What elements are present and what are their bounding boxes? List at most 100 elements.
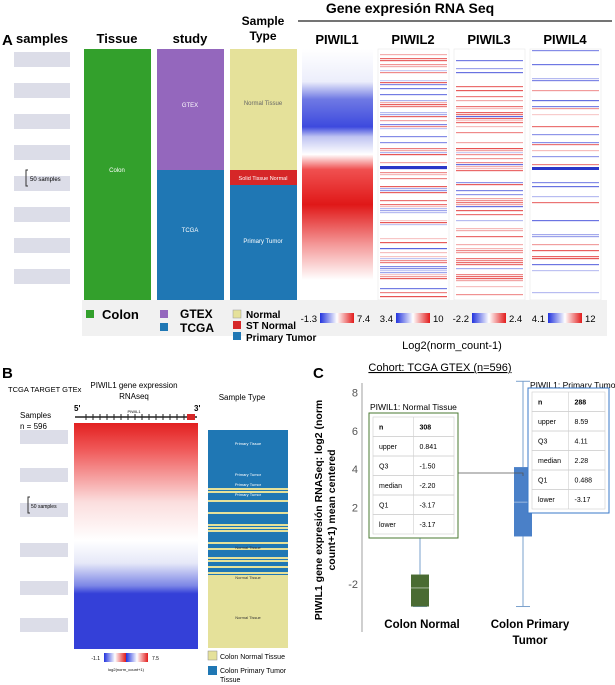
piwil2-stripe: [380, 94, 447, 96]
piwil4-stripe: [532, 270, 599, 272]
heat-title-2: RNAseq: [119, 392, 149, 401]
b-sample-block: [20, 581, 68, 595]
piwil2-stripe: [380, 60, 447, 62]
legend-label-gtex: GTEX: [180, 307, 213, 321]
cohort-title: Cohort: TCGA GTEX (n=596): [368, 362, 511, 374]
piwil4-stripe: [532, 264, 599, 266]
piwil4-stripe: [532, 144, 599, 146]
type-bar-solid-label: Solid Tissue Normal: [239, 176, 288, 182]
piwil3-stripe: [456, 230, 523, 232]
primary-table-cell-label: Q1: [538, 478, 547, 485]
piwil3-stripe: [456, 244, 523, 246]
piwil3-stripe: [456, 120, 523, 122]
piwil2-stripe: [380, 64, 447, 66]
legend-swatch-primary: [233, 332, 241, 340]
b-type-stripe: [208, 542, 288, 544]
piwil2-stripe: [380, 54, 447, 56]
primary-table-cell-label: upper: [538, 419, 557, 426]
y-tick-label: 4: [352, 464, 358, 476]
b-type-stripe: [208, 575, 288, 648]
piwil4-stripe: [532, 196, 599, 198]
piwil4-stripe: [532, 126, 599, 128]
b-type-stripes: [208, 488, 288, 648]
legend-swatch-colon: [86, 310, 94, 318]
piwil2-stripe: [380, 212, 447, 214]
primary-table-cell-value: 2.28: [575, 458, 589, 465]
piwil3-stripe: [456, 262, 523, 264]
normal-table-cell-value: 308: [420, 425, 432, 432]
piwil3-stripe: [456, 148, 523, 150]
scale-max-piwil3: 2.4: [509, 314, 522, 325]
b-type-labels: Primary Tissue Primary Tumor Primary Tumor…: [235, 441, 262, 620]
piwil4-stripe: [532, 250, 599, 252]
b-sample-bracket-label: 50 samples: [31, 504, 57, 510]
piwil2-stripe: [380, 272, 447, 274]
piwil3-stripe: [456, 202, 523, 204]
b-sample-block: [20, 468, 68, 482]
col-header-samples: samples: [16, 31, 68, 46]
b-type-stripe: [208, 512, 288, 514]
panel-a: A Gene expresión RNA Seq samples Tissue …: [2, 0, 612, 352]
piwil3-stripe: [456, 264, 523, 266]
piwil3-stripe: [456, 204, 523, 206]
study-bar-gtex-label: GTEX: [182, 103, 198, 109]
b-type-label: Primary Tissue: [235, 441, 262, 446]
type-bar-normal: [230, 49, 297, 170]
piwil3-stripe: [456, 184, 523, 186]
piwil2-stripe: [380, 224, 447, 226]
b-legend-swatch-normal: [207, 650, 218, 661]
piwil2-stripe: [380, 278, 447, 280]
y-tick-label: 2: [352, 503, 358, 515]
piwil3-stripe: [456, 118, 523, 120]
primary-table-cell-label: lower: [538, 497, 555, 504]
gene-headers: PIWIL1 PIWIL2 PIWIL3 PIWIL4: [315, 32, 587, 47]
piwil2-stripe: [380, 148, 447, 150]
piwil2-stripe: [380, 296, 447, 298]
primary-table-cell-value: 0.488: [575, 478, 593, 485]
legend-swatch-normal: [232, 309, 242, 319]
piwil2-stripe: [380, 260, 447, 262]
legend-label-colon: Colon: [102, 307, 139, 322]
n-label: n = 596: [20, 422, 47, 431]
piwil3-stripe: [456, 236, 523, 238]
b-heatmap-piwil1: [74, 423, 198, 649]
type-bar-normal-label: Normal Tissue: [244, 101, 283, 107]
piwil3-stripe: [456, 198, 523, 200]
piwil2-stripe: [380, 252, 447, 254]
piwil4-stripe: [532, 106, 599, 108]
piwil2-stripe: [380, 288, 447, 290]
heatmap-piwil1: [302, 49, 373, 300]
y-axis-label-line-1: PIWIL1 gene expresión RNASeq: log2 (norm: [313, 400, 325, 621]
piwil4-stripe: [532, 50, 599, 52]
b-sample-block: [20, 618, 68, 632]
category-label-primary-1: Colon Primary: [491, 619, 570, 631]
piwil3-stripe: [456, 168, 523, 170]
gene-track-ticks: [85, 414, 195, 420]
scale-max-piwil4: 12: [585, 314, 596, 325]
b-type-stripe: [208, 557, 288, 559]
normal-table-cell-value: -2.20: [420, 483, 436, 490]
sample-block: [14, 145, 70, 160]
b-type-stripe: [208, 524, 288, 526]
piwil4-stripe: [532, 114, 599, 116]
piwil2-stripe: [380, 256, 447, 258]
b-scale-min: -1.1: [91, 656, 100, 662]
piwil3-stripe: [456, 200, 523, 202]
piwil2-stripe: [380, 274, 447, 276]
gene-header-piwil1: PIWIL1: [315, 32, 358, 47]
primary-table-cell-value: 4.11: [575, 439, 588, 446]
legend-label-primary: Primary Tumor: [246, 333, 316, 344]
piwil3-stripe: [456, 210, 523, 212]
piwil2-stripe: [380, 80, 447, 82]
gene-track-exon: [187, 414, 195, 420]
piwil3-stripe: [456, 114, 523, 116]
primary-table-cell-value: 8.59: [575, 419, 589, 426]
primary-table-cell-label: median: [538, 458, 561, 465]
gene-header-piwil4: PIWIL4: [543, 32, 587, 47]
piwil2-stripe: [380, 276, 447, 278]
b-sample-block: [20, 543, 68, 557]
piwil2-stripe: [380, 220, 447, 222]
piwil2-stripe: [380, 210, 447, 212]
primary-table-cell-label: Q3: [538, 439, 547, 446]
